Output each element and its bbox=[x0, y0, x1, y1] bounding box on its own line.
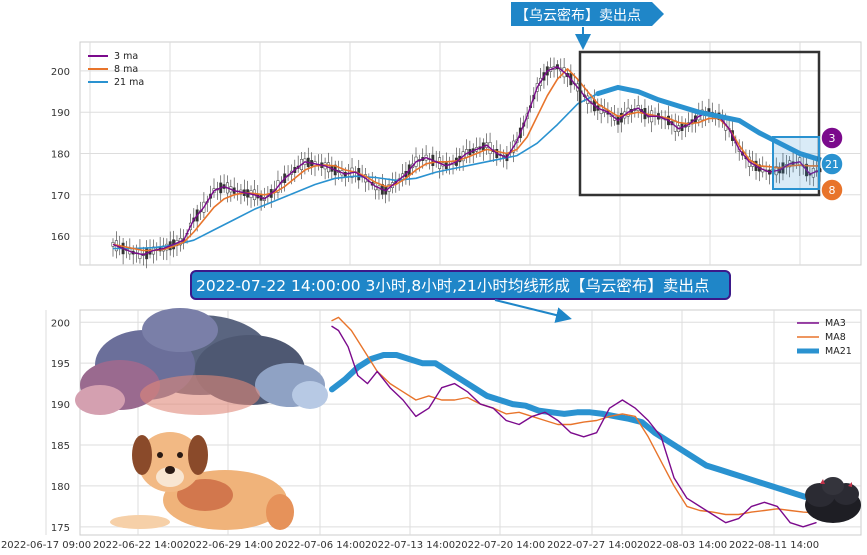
top-y-tick-label: 160 bbox=[51, 232, 70, 243]
top-y-tick-label: 170 bbox=[51, 191, 70, 202]
bottom-x-axis: 2022-06-17 09:00 2022-06-22 14:00 2022-06-… bbox=[1, 540, 819, 551]
bottom-legend: MA3 MA8 MA21 bbox=[797, 318, 852, 357]
x-tick-label: 2022-06-17 09:00 bbox=[1, 540, 91, 551]
x-tick-label: 2022-07-20 14:00 bbox=[455, 540, 545, 551]
line-ma21 bbox=[329, 352, 819, 504]
bottom-y-tick-label: 175 bbox=[51, 523, 70, 534]
top-series-lines bbox=[112, 66, 823, 256]
x-tick-label: 2022-06-29 14:00 bbox=[183, 540, 273, 551]
bottom-y-tick-label: 185 bbox=[51, 441, 70, 452]
badge-3 bbox=[820, 126, 844, 150]
x-tick-label: 2022-08-11 14:00 bbox=[729, 540, 819, 551]
line-ma3 bbox=[331, 325, 817, 528]
bottom-y-tick-label: 195 bbox=[51, 359, 70, 370]
line-8ma bbox=[112, 68, 820, 252]
legend-3ma: 3 ma bbox=[114, 51, 138, 62]
bottom-series-lines bbox=[329, 316, 819, 528]
dog-icon bbox=[110, 432, 294, 530]
pattern-box bbox=[578, 50, 821, 197]
x-tick-label: 2022-07-13 14:00 bbox=[365, 540, 455, 551]
bottom-y-tick-label: 180 bbox=[51, 482, 70, 493]
badge-8 bbox=[820, 178, 844, 202]
badge-3-text: 3 bbox=[829, 132, 836, 145]
badge-21-text: 21 bbox=[825, 158, 839, 171]
legend-ma21: MA21 bbox=[825, 346, 852, 357]
x-tick-label: 2022-08-03 14:00 bbox=[637, 540, 727, 551]
dark-cloud-icon bbox=[805, 477, 861, 523]
ma-badges: 3 21 8 bbox=[820, 126, 844, 202]
line-21ma-highlight bbox=[595, 84, 823, 163]
bottom-y-tick-label: 200 bbox=[51, 318, 70, 329]
signal-banner: 2022-07-22 14:00:00 3小时,8小时,21小时均线形成【乌云密… bbox=[190, 270, 731, 323]
x-tick-label: 2022-07-06 14:00 bbox=[275, 540, 365, 551]
sell-point-label: 【乌云密布】卖出点 bbox=[511, 2, 664, 50]
top-y-tick-label: 190 bbox=[51, 108, 70, 119]
badge-8-text: 8 bbox=[829, 184, 836, 197]
bottom-y-tick-label: 190 bbox=[51, 400, 70, 411]
sell-point-label-text: 【乌云密布】卖出点 bbox=[515, 7, 641, 24]
top-y-tick-label: 200 bbox=[51, 67, 70, 78]
line-ma8 bbox=[331, 316, 817, 516]
legend-8ma: 8 ma bbox=[114, 64, 138, 75]
top-y-tick-label: 180 bbox=[51, 150, 70, 161]
signal-banner-text: 2022-07-22 14:00:00 3小时,8小时,21小时均线形成【乌云密… bbox=[196, 277, 709, 295]
x-tick-label: 2022-06-22 14:00 bbox=[93, 540, 183, 551]
current-zone-box bbox=[772, 136, 820, 190]
x-tick-label: 2022-07-27 14:00 bbox=[547, 540, 637, 551]
legend-ma8: MA8 bbox=[825, 332, 846, 343]
legend-ma3: MA3 bbox=[825, 318, 846, 329]
storm-cloud-icon bbox=[75, 308, 328, 415]
top-legend: 3 ma 8 ma 21 ma bbox=[88, 51, 144, 88]
badge-21 bbox=[820, 152, 844, 176]
bottom-y-axis: 175 180 185 190 195 200 bbox=[51, 318, 70, 534]
legend-21ma: 21 ma bbox=[114, 77, 144, 88]
top-y-axis: 160 170 180 190 200 bbox=[51, 67, 70, 243]
